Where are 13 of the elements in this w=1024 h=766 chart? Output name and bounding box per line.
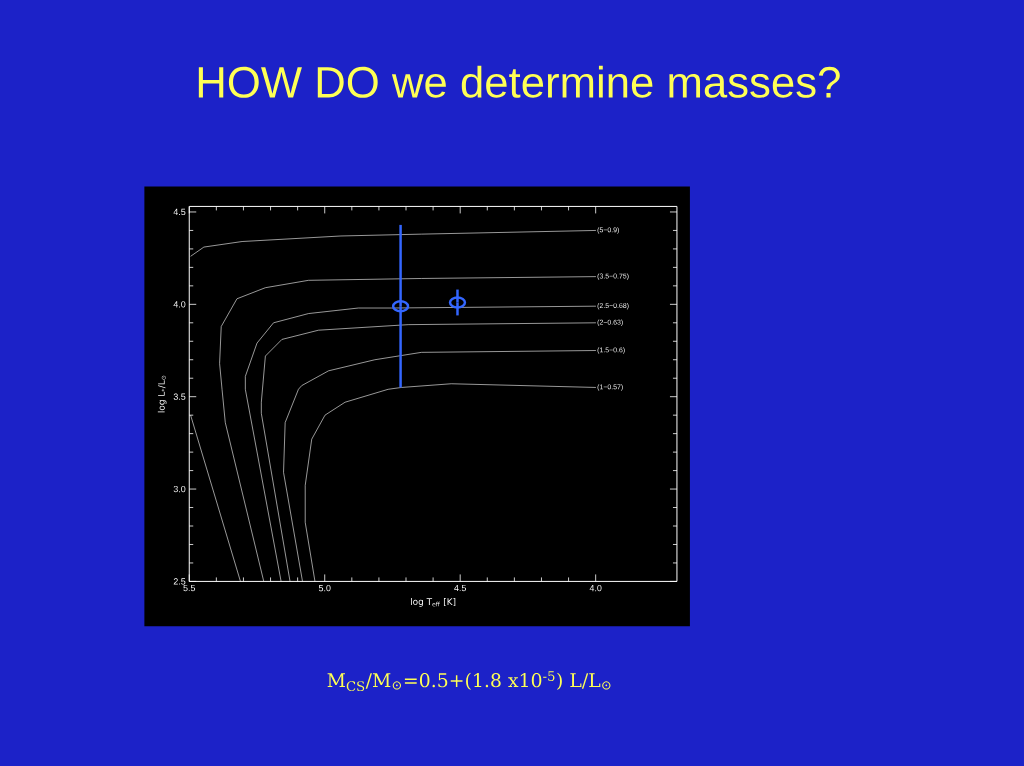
y-tick-label: 3.5: [173, 393, 186, 400]
chart-title: HOW DO we determine masses?: [198, 65, 840, 98]
x-axis-title: log T$_{eff}$ [K]: [410, 598, 456, 607]
x-tick-label: 4.0: [589, 584, 602, 592]
y-tick-label: 3.0: [173, 485, 186, 493]
text: M$_{CS}$/M$_{⊙}$=0.5+(1.8 x10$^{-5}$) L/L$_{⊙}$: [327, 671, 611, 692]
x-tick-label: 5.0: [318, 584, 331, 592]
y-tick-label: 4.5: [173, 208, 186, 216]
x-tick-label: 4.5: [454, 584, 467, 592]
y-tick-label: 4.0: [173, 301, 186, 308]
y-axis-title: log L$_{*}$/L$_{⊙}$: [157, 375, 167, 413]
x-tick-label: 5.5: [183, 584, 196, 592]
y-tick-label: 2.5: [173, 578, 186, 585]
